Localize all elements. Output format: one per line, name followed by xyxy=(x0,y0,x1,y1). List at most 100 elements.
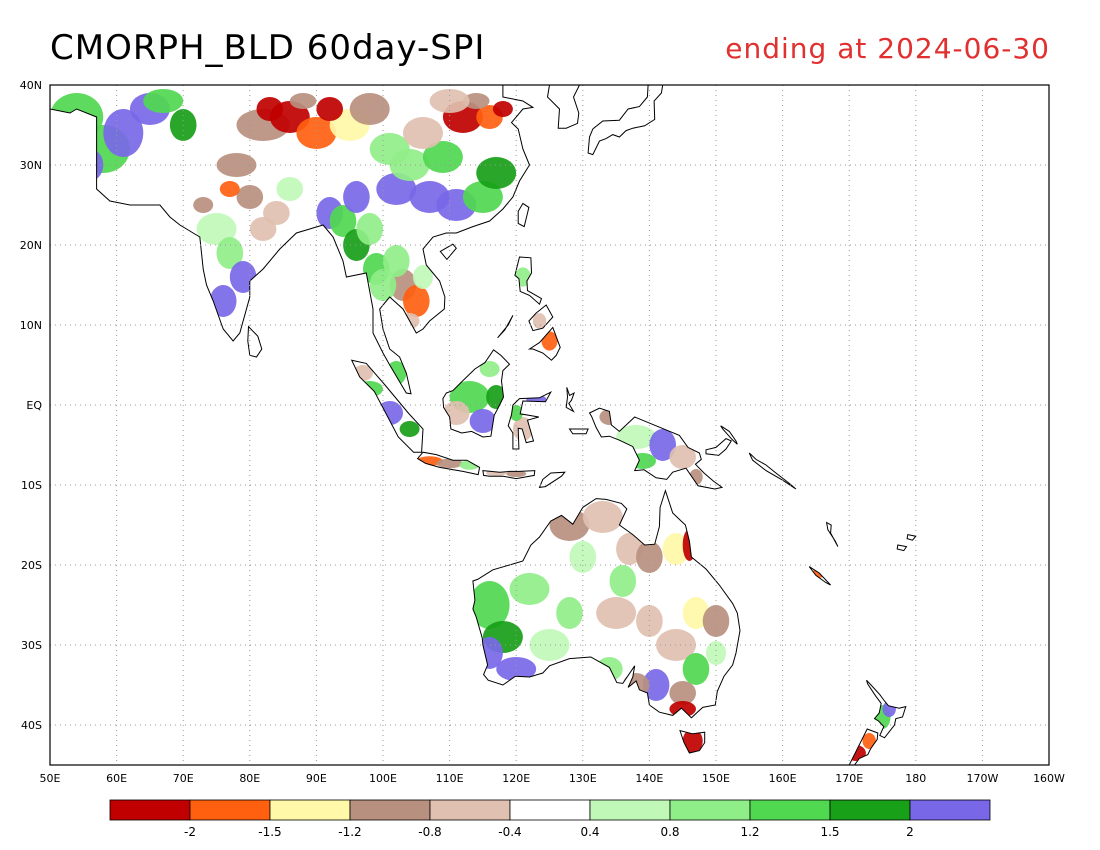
coast-visayas xyxy=(528,304,554,332)
spi-patch xyxy=(706,641,726,665)
coast-seram xyxy=(568,428,589,435)
spi-shading xyxy=(50,85,916,765)
coastlines xyxy=(50,85,917,765)
lat-label: 10S xyxy=(21,479,42,492)
spi-patch xyxy=(682,729,703,753)
colorbar-label: -1.2 xyxy=(338,825,361,839)
colorbar-swatch xyxy=(269,799,351,821)
coast-hainan xyxy=(439,243,457,261)
spi-patch xyxy=(462,93,490,109)
longitude-labels: 50E 60E 70E 80E 90E 100E 110E 120E 130E 140E 150E 1… xyxy=(40,772,1066,785)
spi-patch xyxy=(636,541,663,573)
land-japan xyxy=(588,85,663,155)
spi-patch xyxy=(296,117,337,149)
spi-patch xyxy=(469,581,510,629)
colorbar-swatch xyxy=(669,799,751,821)
lon-label: 70E xyxy=(173,772,194,785)
spi-patch xyxy=(642,669,670,701)
spi-patch xyxy=(193,197,214,213)
spi-patch xyxy=(256,97,284,121)
spi-patch xyxy=(236,185,264,209)
coast-taiwan xyxy=(517,202,530,228)
spi-patch xyxy=(669,445,696,469)
spi-patch xyxy=(882,701,896,717)
spi-patch xyxy=(669,681,696,705)
lat-label: EQ xyxy=(26,399,42,412)
spi-patch xyxy=(80,193,100,217)
lat-label: 30S xyxy=(21,639,42,652)
lon-label: 50E xyxy=(40,772,61,785)
coast-halmahera xyxy=(565,387,576,413)
lon-label: 160E xyxy=(769,772,797,785)
coast-png xyxy=(588,407,724,490)
coast-japan xyxy=(587,85,664,156)
coast-newbritain xyxy=(705,438,733,456)
coast-vanualevu xyxy=(906,534,917,541)
coast-sulawesi xyxy=(507,391,553,450)
spi-patch xyxy=(403,117,443,149)
map-frame xyxy=(49,84,1050,766)
latitude-labels: 40N 30N 20N 10N EQ 10S 20S 30S 40S xyxy=(20,79,43,732)
colorbar-label: -1.5 xyxy=(258,825,281,839)
spi-patch xyxy=(862,733,876,749)
coast-java xyxy=(416,451,481,476)
colorbar-swatch xyxy=(829,799,911,821)
coast-korea xyxy=(546,85,581,129)
lat-label: 10N xyxy=(20,319,42,332)
land-newireland xyxy=(720,425,738,445)
lon-label: 90E xyxy=(306,772,327,785)
spi-patch xyxy=(343,181,370,213)
coast-luzon xyxy=(514,256,543,306)
lat-label: 20S xyxy=(21,559,42,572)
spi-patch xyxy=(609,565,637,597)
colorbar-swatch xyxy=(589,799,671,821)
spi-patch xyxy=(682,597,710,629)
gridlines xyxy=(50,85,1049,765)
map-subtitle: ending at 2024-06-30 xyxy=(725,32,1050,65)
coast-newireland xyxy=(720,425,738,445)
coast-asia xyxy=(50,85,535,395)
spi-patch xyxy=(413,265,433,289)
coast-timor xyxy=(538,471,566,489)
coast-solomon xyxy=(748,452,797,490)
coast-palawan xyxy=(497,315,514,339)
spi-patch xyxy=(219,181,240,197)
colorbar-label: 1.5 xyxy=(820,825,839,839)
spi-patch xyxy=(682,653,710,685)
lon-label: 150E xyxy=(702,772,730,785)
spi-patch xyxy=(349,93,390,125)
lon-label: 170E xyxy=(835,772,863,785)
colorbar-label: 0.8 xyxy=(660,825,679,839)
lon-label: 60E xyxy=(106,772,127,785)
coast-mindanao xyxy=(527,326,561,361)
spi-patch xyxy=(316,97,344,121)
coast-srilanka xyxy=(247,325,263,358)
lon-label: 140E xyxy=(635,772,663,785)
spi-patch xyxy=(216,153,257,177)
spi-patch xyxy=(556,597,583,629)
land-timor xyxy=(539,472,565,488)
lon-label: 100E xyxy=(369,772,397,785)
lon-label: 110E xyxy=(436,772,464,785)
colorbar-swatch xyxy=(109,799,191,821)
spi-patch xyxy=(462,181,503,213)
spi-patch xyxy=(492,101,513,117)
spi-patch xyxy=(50,149,90,197)
spi-patch xyxy=(479,361,500,377)
spi-patch xyxy=(403,285,430,317)
spi-patch xyxy=(569,541,597,573)
spi-patch xyxy=(476,157,517,189)
spi-patch xyxy=(356,213,384,245)
coast-nznorth xyxy=(866,679,907,739)
land-seram xyxy=(569,429,589,434)
colorbar-label: -0.8 xyxy=(418,825,441,839)
spi-patch xyxy=(436,458,463,469)
spi-patch xyxy=(509,405,523,421)
spi-patch xyxy=(529,629,570,661)
spi-patch xyxy=(263,201,290,225)
spi-patch xyxy=(532,313,547,329)
spi-patch xyxy=(216,237,244,269)
coast-newcal xyxy=(808,566,831,586)
coast-vanuatu xyxy=(825,521,839,547)
map-title: CMORPH_BLD 60day-SPI xyxy=(50,28,486,68)
